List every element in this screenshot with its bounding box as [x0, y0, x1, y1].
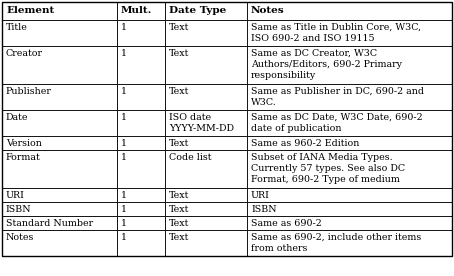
Bar	[2, 84, 117, 110]
Bar	[117, 84, 165, 110]
Bar	[165, 136, 247, 150]
Bar	[165, 84, 247, 110]
Text: Text: Text	[169, 87, 189, 96]
Text: ISBN: ISBN	[251, 205, 276, 214]
Bar	[247, 202, 452, 216]
Text: Notes: Notes	[251, 6, 285, 15]
Text: Text: Text	[169, 233, 189, 242]
Bar	[247, 20, 452, 46]
Text: 1: 1	[121, 49, 127, 58]
Text: Text: Text	[169, 139, 189, 148]
Bar	[247, 46, 452, 84]
Text: Same as DC Creator, W3C
Authors/Editors, 690-2 Primary
responsibility: Same as DC Creator, W3C Authors/Editors,…	[251, 49, 402, 79]
Text: Same as 690-2, include other items
from others: Same as 690-2, include other items from …	[251, 233, 421, 253]
Bar	[247, 110, 452, 136]
Text: Text: Text	[169, 191, 189, 200]
Bar	[2, 136, 117, 150]
Text: Text: Text	[169, 205, 189, 214]
Text: Same as DC Date, W3C Date, 690-2
date of publication: Same as DC Date, W3C Date, 690-2 date of…	[251, 113, 423, 133]
Bar	[165, 202, 247, 216]
Bar	[117, 20, 165, 46]
Bar	[247, 188, 452, 202]
Bar	[2, 216, 117, 230]
Bar	[2, 46, 117, 84]
Text: 1: 1	[121, 205, 127, 214]
Bar	[165, 230, 247, 256]
Bar	[117, 230, 165, 256]
Text: Same as Title in Dublin Core, W3C,
ISO 690-2 and ISO 19115: Same as Title in Dublin Core, W3C, ISO 6…	[251, 23, 421, 43]
Text: 1: 1	[121, 219, 127, 228]
Text: 1: 1	[121, 113, 127, 122]
Text: Date: Date	[6, 113, 29, 122]
Bar	[2, 110, 117, 136]
Text: 1: 1	[121, 191, 127, 200]
Bar	[2, 188, 117, 202]
Bar	[117, 136, 165, 150]
Text: 1: 1	[121, 153, 127, 162]
Text: Date Type: Date Type	[169, 6, 226, 15]
Text: Mult.: Mult.	[121, 6, 153, 15]
Bar	[2, 202, 117, 216]
Text: Element: Element	[6, 6, 54, 15]
Bar	[165, 46, 247, 84]
Text: Title: Title	[6, 23, 28, 32]
Text: URI: URI	[6, 191, 25, 200]
Bar	[247, 216, 452, 230]
Text: ISBN: ISBN	[6, 205, 32, 214]
Bar	[247, 150, 452, 188]
Bar	[117, 2, 165, 20]
Bar	[2, 20, 117, 46]
Bar	[117, 150, 165, 188]
Text: Publisher: Publisher	[6, 87, 52, 96]
Bar	[247, 136, 452, 150]
Bar	[165, 110, 247, 136]
Bar	[165, 2, 247, 20]
Text: 1: 1	[121, 87, 127, 96]
Text: Same as 960-2 Edition: Same as 960-2 Edition	[251, 139, 360, 148]
Text: Code list: Code list	[169, 153, 212, 162]
Bar	[2, 150, 117, 188]
Bar	[165, 20, 247, 46]
Text: Text: Text	[169, 49, 189, 58]
Bar	[117, 188, 165, 202]
Bar	[165, 216, 247, 230]
Bar	[2, 2, 117, 20]
Bar	[247, 84, 452, 110]
Text: Creator: Creator	[6, 49, 43, 58]
Text: Same as Publisher in DC, 690-2 and
W3C.: Same as Publisher in DC, 690-2 and W3C.	[251, 87, 424, 107]
Bar	[117, 110, 165, 136]
Bar	[117, 216, 165, 230]
Text: 1: 1	[121, 139, 127, 148]
Text: Text: Text	[169, 219, 189, 228]
Bar	[247, 230, 452, 256]
Text: Version: Version	[6, 139, 42, 148]
Text: 1: 1	[121, 23, 127, 32]
Bar	[165, 150, 247, 188]
Text: ISO date
YYYY-MM-DD: ISO date YYYY-MM-DD	[169, 113, 234, 133]
Text: Same as 690-2: Same as 690-2	[251, 219, 322, 228]
Bar	[247, 2, 452, 20]
Text: Notes: Notes	[6, 233, 35, 242]
Text: Text: Text	[169, 23, 189, 32]
Text: Format: Format	[6, 153, 41, 162]
Bar	[2, 230, 117, 256]
Text: 1: 1	[121, 233, 127, 242]
Text: Standard Number: Standard Number	[6, 219, 93, 228]
Text: Subset of IANA Media Types.
Currently 57 types. See also DC
Format, 690-2 Type o: Subset of IANA Media Types. Currently 57…	[251, 153, 405, 184]
Bar	[117, 46, 165, 84]
Bar	[117, 202, 165, 216]
Bar	[165, 188, 247, 202]
Text: URI: URI	[251, 191, 270, 200]
